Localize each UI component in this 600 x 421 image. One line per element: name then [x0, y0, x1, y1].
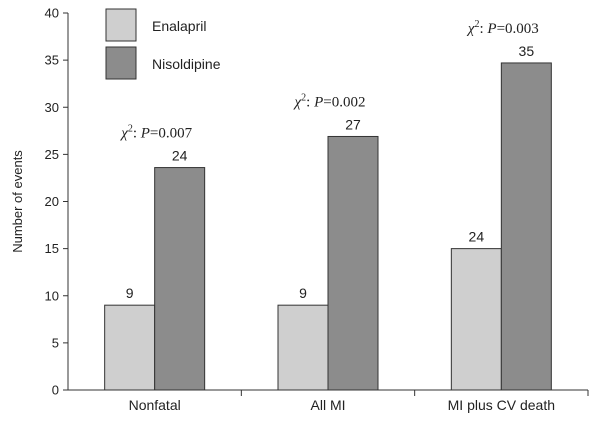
data-label: 24 — [469, 229, 485, 245]
legend-swatch-enalapril — [105, 8, 137, 42]
data-labels: 9 24 9 27 24 35 — [126, 43, 535, 301]
x-tick-label: MI plus CV death — [448, 397, 555, 413]
p-value-annotation: χ2: P=0.003 — [466, 19, 539, 37]
bar-enalapril-2 — [450, 248, 502, 391]
y-axis-title: Number of events — [10, 150, 25, 253]
y-tick-label: 30 — [45, 100, 59, 115]
bar-enalapril-0 — [104, 304, 156, 391]
x-tick-label: Nonfatal — [129, 397, 181, 413]
legend-label: Enalapril — [152, 18, 206, 34]
y-tick-label: 20 — [45, 194, 59, 209]
data-label: 9 — [126, 285, 134, 301]
annotations: χ2: P=0.007 χ2: P=0.002 χ2: P=0.003 — [119, 19, 539, 142]
legend-label: Nisoldipine — [152, 56, 221, 72]
y-tick-label: 10 — [45, 288, 59, 303]
y-tick-label: 25 — [45, 147, 59, 162]
legend-swatch-nisoldipine — [105, 46, 137, 80]
p-value-annotation: χ2: P=0.002 — [293, 92, 366, 110]
data-label: 35 — [519, 43, 535, 59]
y-tick-label: 15 — [45, 241, 59, 256]
p-value-annotation: χ2: P=0.007 — [119, 124, 192, 142]
y-tick-label: 40 — [45, 6, 59, 21]
data-label: 24 — [172, 148, 188, 164]
y-tick-label: 35 — [45, 53, 59, 68]
data-label: 27 — [345, 116, 361, 132]
legend: Enalapril Nisoldipine — [105, 8, 221, 80]
bar-nisoldipine-1 — [327, 135, 379, 391]
bar-nisoldipine-0 — [154, 167, 206, 391]
x-tick-label: All MI — [311, 397, 346, 413]
bar-nisoldipine-2 — [500, 62, 552, 391]
axes: 0 5 10 15 20 25 30 35 40 Number of events Nonfatal… — [10, 6, 589, 413]
bar-enalapril-1 — [277, 304, 329, 391]
y-tick-label: 5 — [52, 335, 59, 350]
bars — [104, 62, 552, 391]
y-tick-label: 0 — [52, 383, 59, 398]
data-label: 9 — [299, 285, 307, 301]
